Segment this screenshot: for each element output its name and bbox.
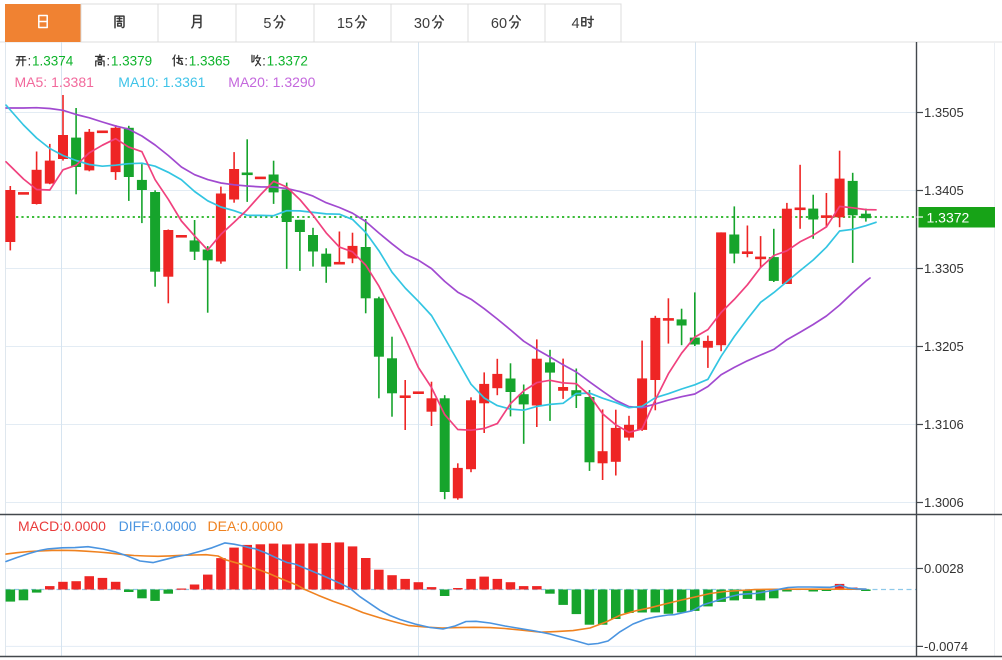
svg-text:1.3365: 1.3365 xyxy=(189,54,230,69)
svg-text:1.3374: 1.3374 xyxy=(32,54,74,69)
svg-text:15: 15 xyxy=(337,16,353,32)
svg-text:4: 4 xyxy=(572,16,580,32)
svg-text:MA5: 1.3381: MA5: 1.3381 xyxy=(15,74,95,90)
svg-text:5: 5 xyxy=(263,16,271,32)
svg-text:MACD:0.0000: MACD:0.0000 xyxy=(18,518,106,534)
svg-text:1.3372: 1.3372 xyxy=(927,209,970,225)
svg-text:1.3405: 1.3405 xyxy=(924,183,964,198)
svg-text:DIFF:0.0000: DIFF:0.0000 xyxy=(119,518,197,534)
svg-text:MA10: 1.3361: MA10: 1.3361 xyxy=(118,74,205,90)
svg-text::: : xyxy=(106,54,110,69)
svg-text:1.3505: 1.3505 xyxy=(924,105,964,120)
svg-text:1.3372: 1.3372 xyxy=(267,54,308,69)
svg-text:0.0028: 0.0028 xyxy=(924,561,964,576)
svg-text:DEA:0.0000: DEA:0.0000 xyxy=(208,518,284,534)
svg-text:-0.0074: -0.0074 xyxy=(924,639,968,654)
svg-text::: : xyxy=(184,54,188,69)
svg-text::: : xyxy=(28,54,32,69)
svg-text:1.3006: 1.3006 xyxy=(924,495,964,510)
svg-text:1.3205: 1.3205 xyxy=(924,339,964,354)
svg-text:60: 60 xyxy=(491,16,507,32)
svg-text:30: 30 xyxy=(414,16,430,32)
svg-text:1.3379: 1.3379 xyxy=(111,54,152,69)
svg-text:MA20: 1.3290: MA20: 1.3290 xyxy=(228,74,315,90)
svg-text:1.3106: 1.3106 xyxy=(924,417,964,432)
svg-text:1.3305: 1.3305 xyxy=(924,261,964,276)
svg-text::: : xyxy=(262,54,266,69)
